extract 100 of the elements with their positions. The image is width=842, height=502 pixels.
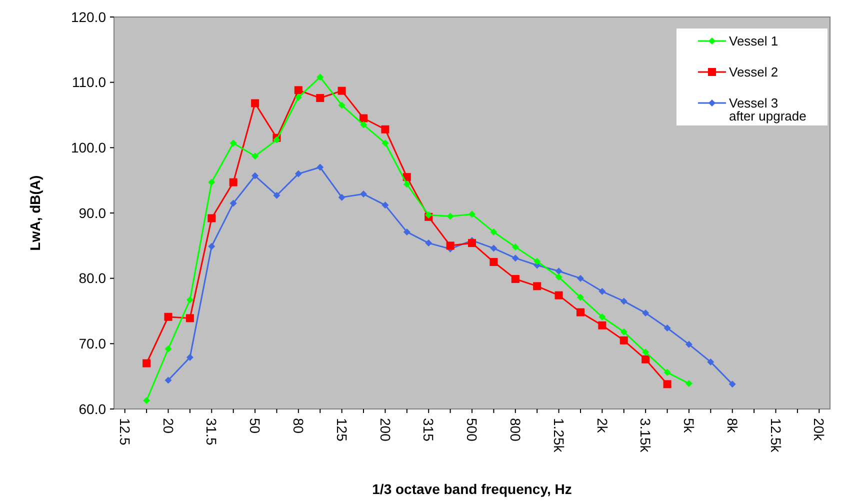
point — [230, 200, 237, 207]
point — [512, 254, 519, 262]
point — [230, 140, 237, 147]
point — [663, 380, 672, 388]
x-tick-label: 12.5k — [768, 418, 784, 454]
point — [620, 328, 628, 336]
point — [620, 336, 628, 344]
point — [316, 164, 324, 171]
point — [534, 258, 541, 265]
point — [338, 194, 346, 201]
x-tick-label: 12.5 — [116, 418, 133, 446]
point — [382, 140, 389, 147]
point — [338, 102, 346, 109]
point — [707, 358, 714, 366]
point — [642, 309, 650, 316]
point — [446, 242, 454, 250]
point — [360, 114, 368, 122]
x-tick-label: 5k — [681, 418, 698, 434]
point — [381, 125, 390, 134]
y-tick-label: 110.0 — [72, 74, 106, 90]
x-tick-label: 20k — [811, 418, 828, 442]
y-tick-label: 100.0 — [70, 140, 106, 156]
y-tick-label: 80.0 — [78, 270, 106, 286]
point — [208, 242, 216, 250]
point — [252, 152, 259, 160]
point — [490, 228, 498, 236]
point — [273, 136, 280, 144]
point — [664, 324, 671, 332]
point — [338, 86, 346, 95]
x-tick-label: 2k — [594, 418, 610, 434]
x-tick-label: 1.25k — [550, 418, 567, 454]
point — [208, 214, 216, 222]
point — [576, 294, 584, 301]
point — [316, 74, 324, 81]
point — [252, 172, 259, 180]
y-tick-label: 70.0 — [78, 336, 106, 352]
point — [468, 210, 476, 218]
y-axis-title: LwA, dB(A) — [27, 175, 43, 251]
x-tick-label: 315 — [420, 418, 437, 442]
point — [186, 314, 194, 322]
point — [576, 274, 584, 282]
point — [490, 258, 498, 266]
x-tick-label: 3.15k — [638, 418, 654, 454]
x-tick-label: 200 — [377, 418, 394, 442]
point — [512, 243, 519, 250]
point — [164, 376, 172, 384]
x-tick-label: 500 — [464, 418, 480, 442]
point — [468, 239, 476, 248]
x-axis-title: 1/3 octave band frequency, Hz — [372, 481, 572, 497]
legend-label: Vessel 1 — [729, 34, 778, 49]
point — [294, 86, 302, 94]
point — [142, 359, 151, 368]
point — [664, 368, 671, 376]
point — [186, 296, 194, 304]
point — [642, 355, 650, 364]
point — [164, 345, 172, 352]
point — [598, 313, 606, 320]
point — [446, 212, 454, 220]
y-tick-label: 120.0 — [70, 8, 106, 25]
point — [316, 94, 324, 102]
point — [490, 244, 498, 252]
y-tick-label: 60.0 — [78, 400, 106, 417]
x-tick-label: 31.5 — [204, 418, 220, 446]
point — [728, 380, 736, 388]
point — [294, 170, 302, 178]
point — [186, 354, 194, 361]
point — [360, 190, 368, 198]
point — [251, 99, 260, 108]
point — [598, 321, 606, 330]
point — [360, 121, 368, 128]
x-tick-label: 800 — [507, 418, 524, 442]
point — [294, 94, 302, 101]
x-tick-label: 125 — [334, 418, 350, 442]
point — [425, 240, 432, 247]
x-tick-label: 80 — [290, 418, 307, 434]
legend-label: Vessel 2 — [729, 64, 778, 80]
point — [208, 178, 216, 186]
point — [382, 202, 389, 209]
point — [425, 211, 432, 218]
point — [143, 397, 150, 404]
point — [685, 340, 692, 348]
x-tick-label: 50 — [247, 418, 264, 434]
point — [403, 180, 410, 188]
point — [511, 274, 520, 283]
point — [164, 312, 172, 321]
x-tick-label: 8k — [724, 418, 740, 434]
y-tick-label: 90.0 — [78, 204, 106, 221]
point — [598, 288, 606, 295]
x-tick-label: 20 — [160, 418, 176, 434]
point — [576, 308, 584, 316]
point — [555, 268, 562, 275]
point — [403, 228, 410, 236]
point — [273, 192, 280, 199]
point — [229, 178, 238, 186]
point — [620, 298, 628, 305]
point — [685, 380, 692, 388]
point — [533, 282, 542, 290]
point — [554, 291, 563, 300]
point — [642, 348, 650, 356]
point — [555, 274, 562, 281]
